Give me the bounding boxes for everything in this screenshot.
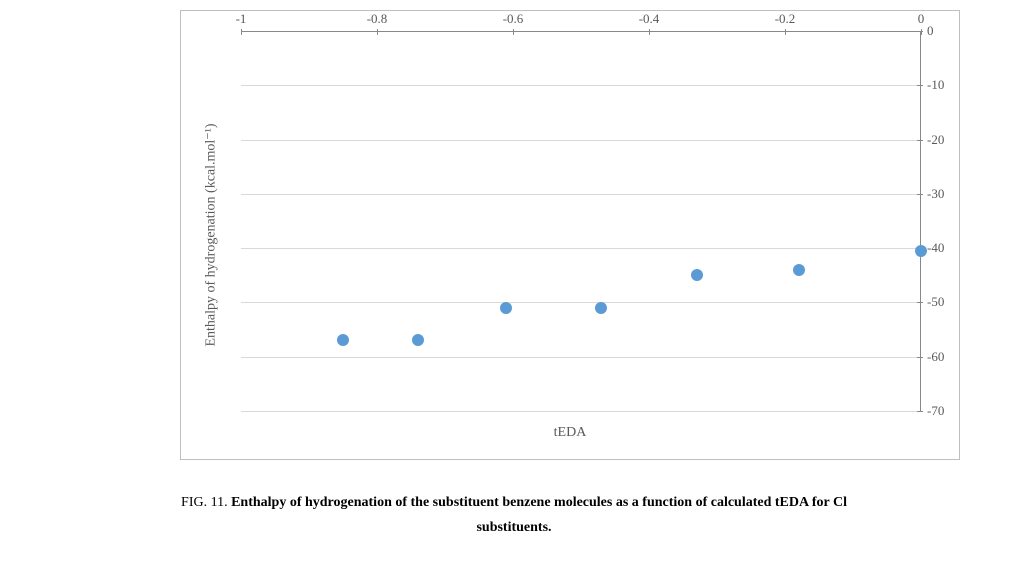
y-tick: [917, 302, 923, 303]
y-tick-label: -50: [927, 294, 967, 310]
data-point: [337, 334, 349, 346]
data-point: [691, 269, 703, 281]
x-tick-label: -0.6: [503, 11, 524, 27]
y-tick: [917, 411, 923, 412]
caption-line1: Enthalpy of hydrogenation of the substit…: [231, 495, 847, 510]
y-tick: [917, 194, 923, 195]
x-tick: [785, 29, 786, 35]
figure-caption: FIG. 11. Enthalpy of hydrogenation of th…: [0, 490, 1028, 540]
caption-prefix: FIG. 11.: [181, 495, 231, 510]
plot-area: 0-10-20-30-40-50-60-70-1-0.8-0.6-0.4-0.2…: [241, 31, 921, 411]
x-tick: [513, 29, 514, 35]
data-point: [412, 334, 424, 346]
y-tick-label: -60: [927, 349, 967, 365]
x-tick-label: -0.8: [367, 11, 388, 27]
gridline: [241, 248, 921, 249]
x-tick-label: -0.2: [775, 11, 796, 27]
gridline: [241, 357, 921, 358]
data-point: [915, 245, 927, 257]
y-tick-label: -70: [927, 403, 967, 419]
x-axis-line: [241, 31, 921, 32]
gridline: [241, 302, 921, 303]
data-point: [595, 302, 607, 314]
y-axis-title: Enthalpy of hydrogenation (kcal.mol⁻¹): [203, 123, 220, 346]
y-tick: [917, 85, 923, 86]
y-tick: [917, 357, 923, 358]
x-tick-label: -1: [236, 11, 247, 27]
gridline: [241, 194, 921, 195]
y-tick-label: -30: [927, 186, 967, 202]
gridline: [241, 140, 921, 141]
data-point: [500, 302, 512, 314]
x-axis-title: tEDA: [554, 425, 587, 441]
gridline: [241, 85, 921, 86]
gridline: [241, 411, 921, 412]
caption-line2: substituents.: [476, 520, 551, 535]
x-tick: [377, 29, 378, 35]
y-tick-label: -20: [927, 132, 967, 148]
y-tick: [917, 31, 923, 32]
x-tick: [241, 29, 242, 35]
chart-container: Enthalpy of hydrogenation (kcal.mol⁻¹) 0…: [180, 10, 960, 460]
x-tick-label: -0.4: [639, 11, 660, 27]
y-tick: [917, 140, 923, 141]
x-tick: [649, 29, 650, 35]
x-tick-label: 0: [918, 11, 925, 27]
y-tick-label: -40: [927, 240, 967, 256]
y-axis-line: [920, 31, 921, 411]
data-point: [793, 264, 805, 276]
x-tick: [921, 29, 922, 35]
y-tick-label: 0: [927, 23, 967, 39]
y-tick-label: -10: [927, 77, 967, 93]
